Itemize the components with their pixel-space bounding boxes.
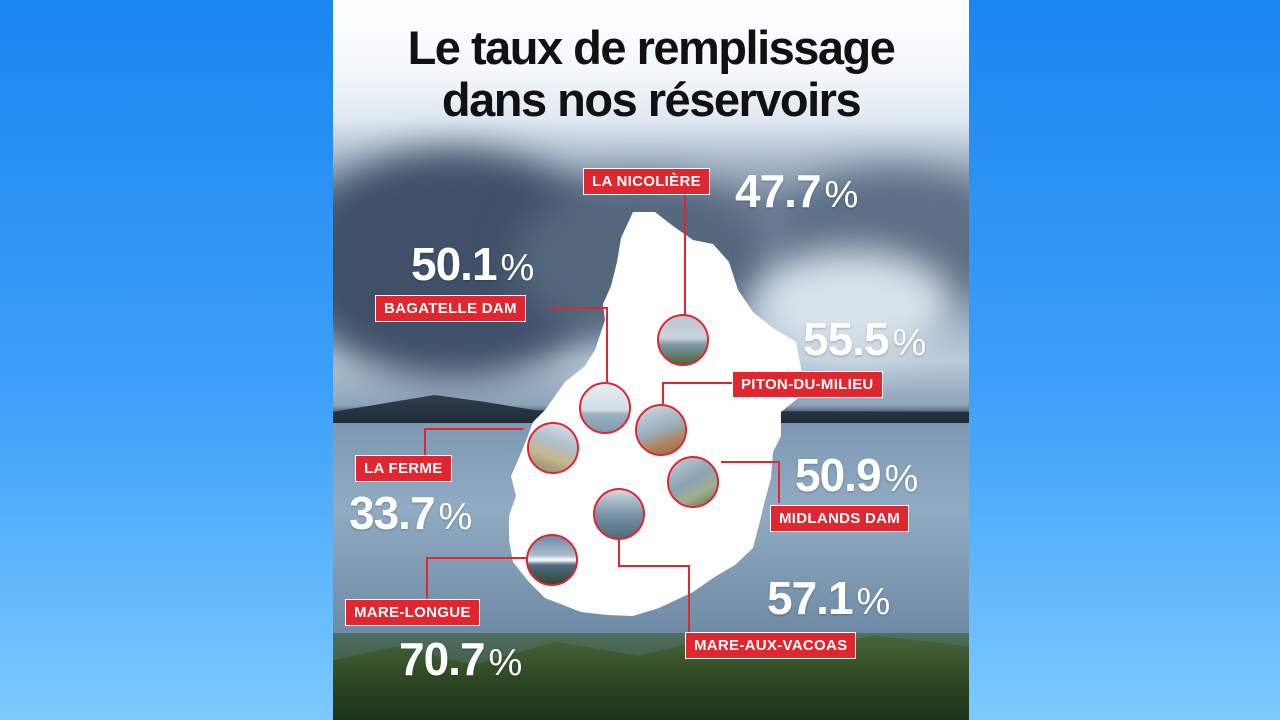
label-mare-longue: MARE-LONGUE xyxy=(345,599,480,626)
thumb-mare-aux-vacoas xyxy=(593,488,645,540)
thumb-piton-du-milieu xyxy=(635,404,687,456)
value-bagatelle-dam: 50.1 xyxy=(411,238,498,290)
connector-mare-aux-vacoas xyxy=(618,540,690,632)
value-la-ferme: 33.7 xyxy=(349,487,436,539)
thumb-la-nicoliere xyxy=(657,314,709,366)
percent-midlands-dam: 50.9% xyxy=(795,449,919,502)
percent-sign: % xyxy=(856,581,891,623)
connector-mare-longue xyxy=(426,557,528,598)
thumb-bagatelle-dam xyxy=(579,382,631,434)
value-la-nicoliere: 47.7 xyxy=(735,165,822,217)
connector-midlands-dam xyxy=(721,461,780,503)
percent-sign: % xyxy=(884,458,919,500)
title-line-2: dans nos réservoirs xyxy=(441,73,862,126)
thumb-mare-longue xyxy=(526,534,578,586)
infographic-poster: Le taux de remplissage dans nos réservoi… xyxy=(333,0,969,720)
percent-bagatelle-dam: 50.1% xyxy=(411,238,535,291)
title-line-1: Le taux de remplissage xyxy=(407,21,896,74)
label-midlands-dam: MIDLANDS DAM xyxy=(770,505,910,532)
thumb-la-ferme xyxy=(527,422,579,474)
percent-la-nicoliere: 47.7% xyxy=(735,165,859,218)
page-title: Le taux de remplissage dans nos réservoi… xyxy=(333,22,969,126)
value-midlands-dam: 50.9 xyxy=(795,449,882,501)
label-piton-du-milieu: PITON-DU-MILIEU xyxy=(732,371,883,398)
value-mare-aux-vacoas: 57.1 xyxy=(767,572,854,624)
connector-bagatelle-dam xyxy=(549,307,608,382)
percent-sign: % xyxy=(500,247,535,289)
label-la-ferme: LA FERME xyxy=(355,455,452,482)
value-mare-longue: 70.7 xyxy=(399,633,486,685)
value-piton-du-milieu: 55.5 xyxy=(803,313,890,365)
percent-mare-longue: 70.7% xyxy=(399,633,523,686)
percent-sign: % xyxy=(438,496,473,538)
connector-la-ferme xyxy=(424,428,523,456)
connector-piton-du-milieu xyxy=(662,382,733,404)
percent-sign: % xyxy=(824,174,859,216)
percent-la-ferme: 33.7% xyxy=(349,487,473,540)
percent-piton-du-milieu: 55.5% xyxy=(803,313,927,366)
label-mare-aux-vacoas: MARE-AUX-VACOAS xyxy=(685,632,857,659)
thumb-midlands-dam xyxy=(667,456,719,508)
connector-lines xyxy=(424,194,780,632)
percent-sign: % xyxy=(892,322,927,364)
percent-sign: % xyxy=(488,642,523,684)
percent-mare-aux-vacoas: 57.1% xyxy=(767,572,891,625)
label-la-nicoliere: LA NICOLIÈRE xyxy=(583,168,710,195)
label-bagatelle-dam: BAGATELLE DAM xyxy=(375,295,526,322)
